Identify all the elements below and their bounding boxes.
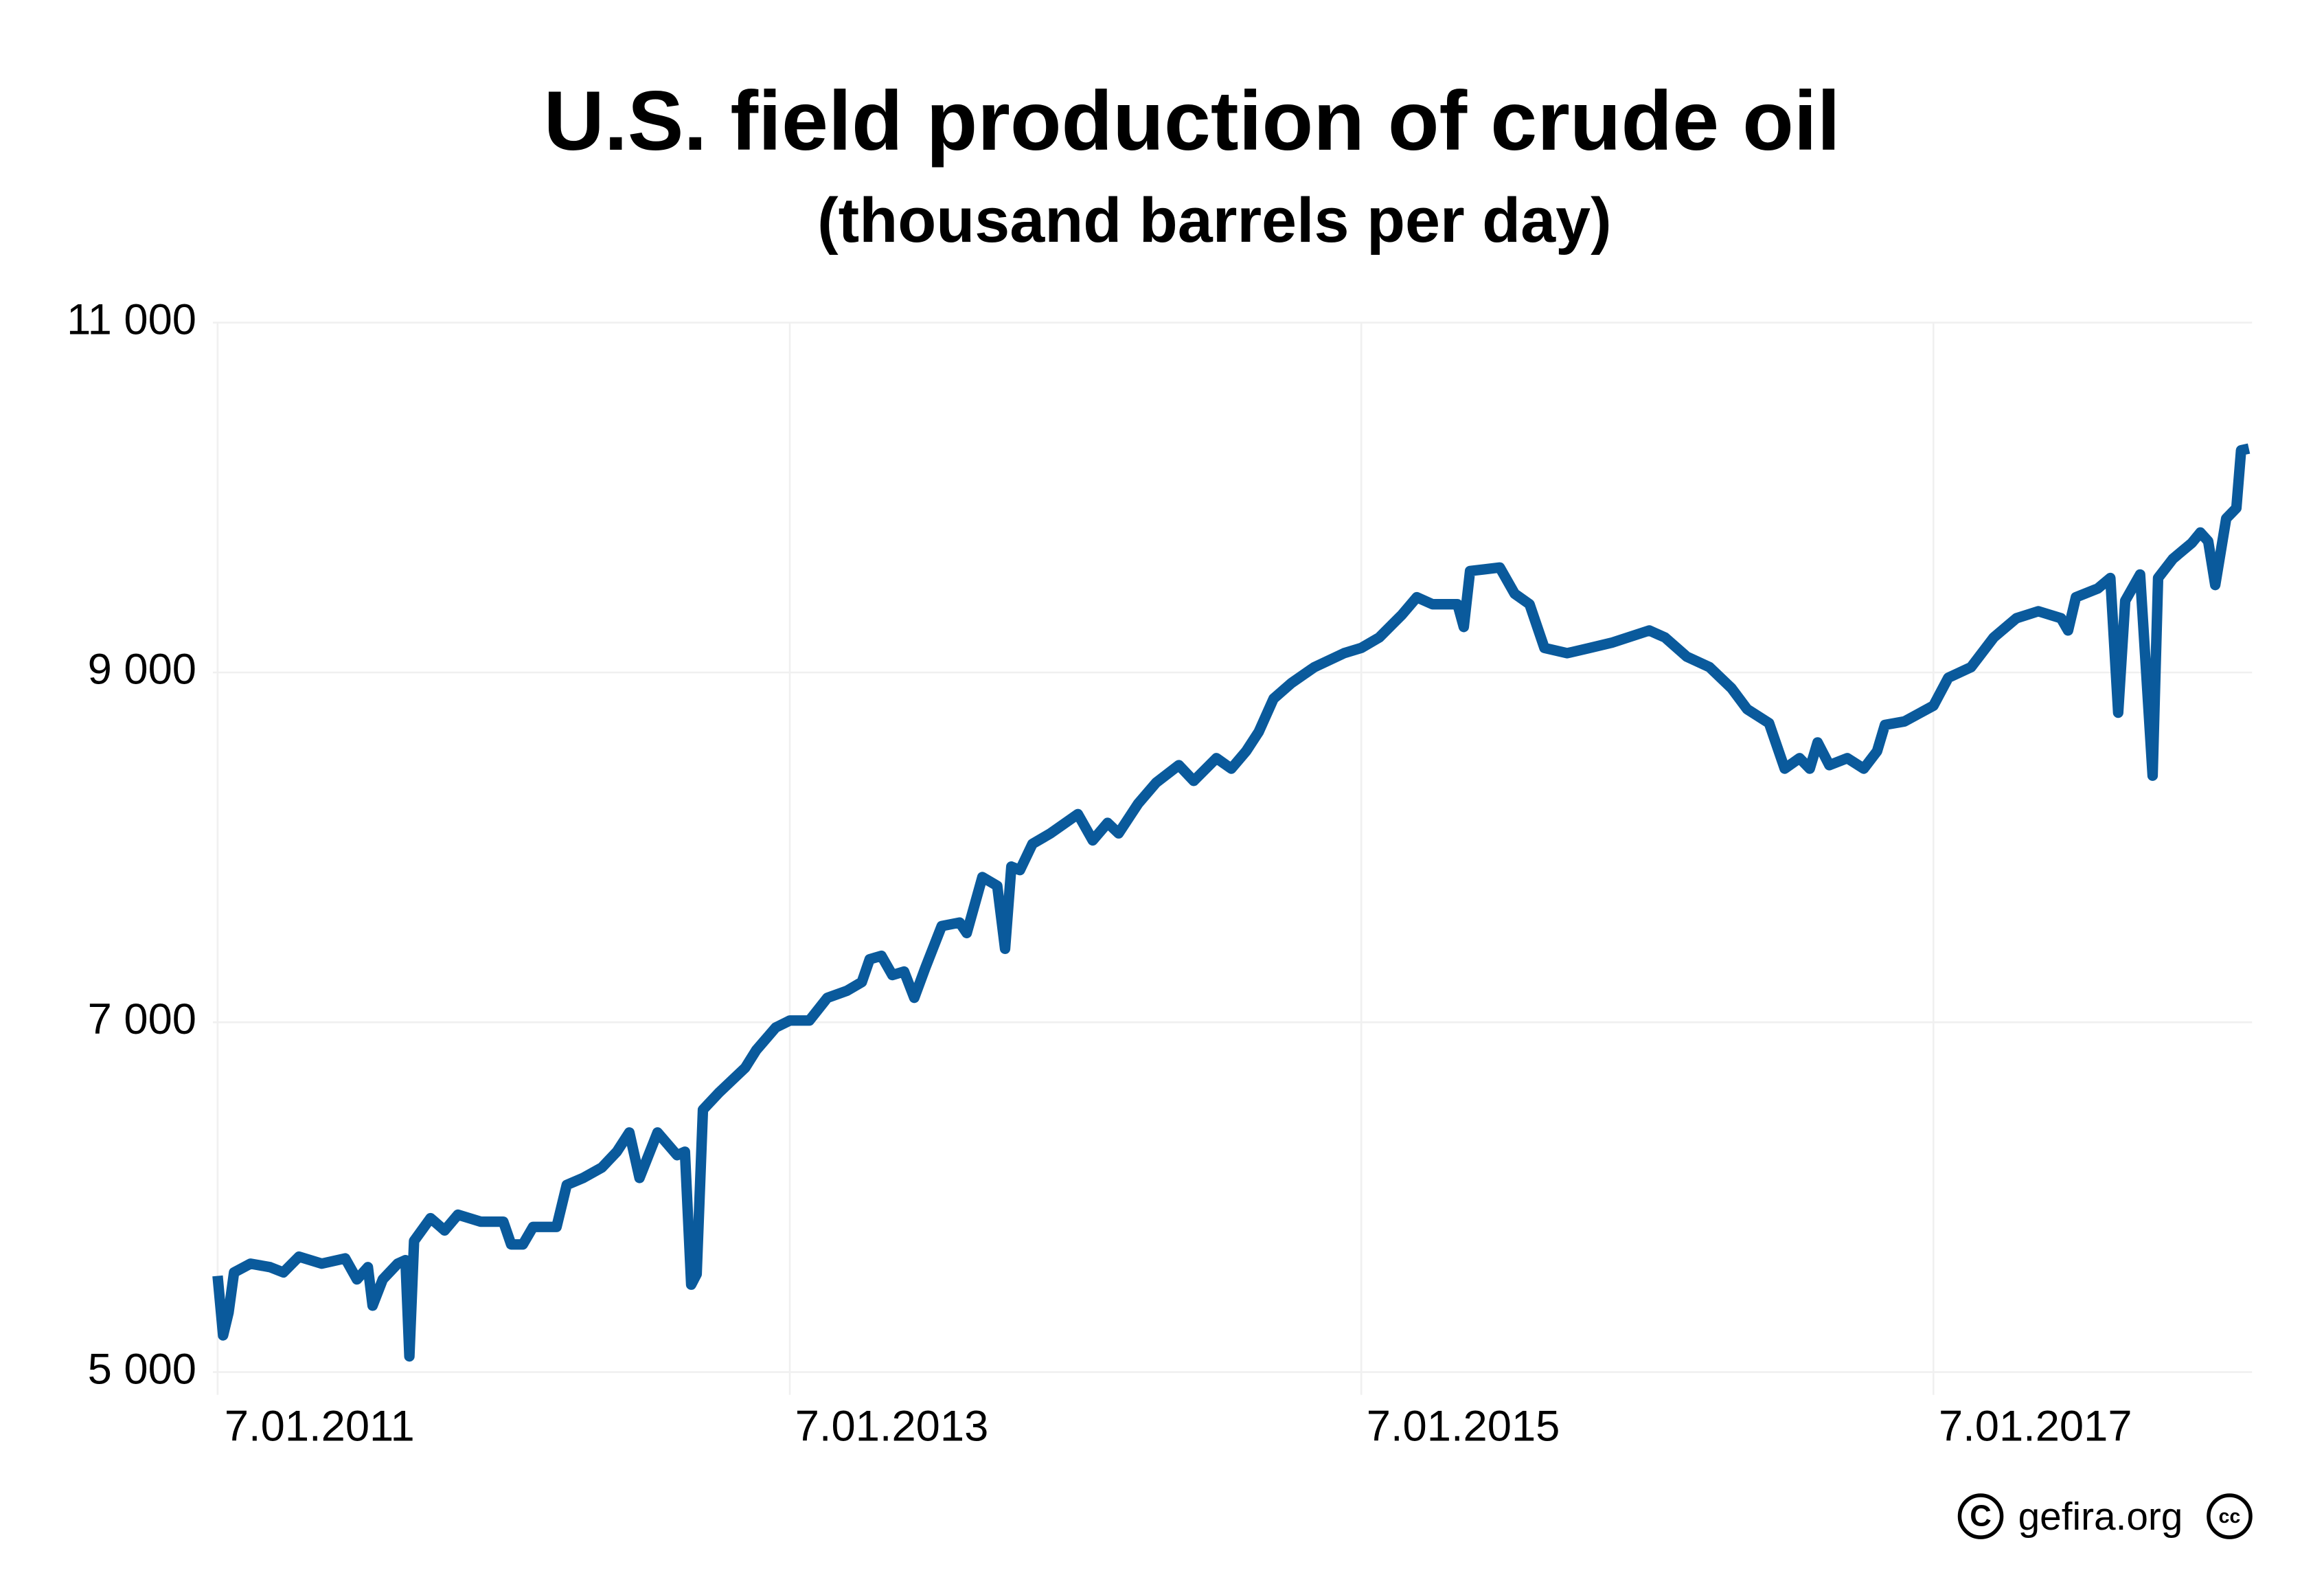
chart-subtitle: (thousand barrels per day) (817, 185, 1612, 256)
x-tick-label: 7.01.2011 (225, 1403, 415, 1451)
copyright-icon: C (1957, 1493, 2004, 1539)
x-tick-label: 7.01.2013 (795, 1403, 989, 1451)
svg-text:C: C (1970, 1499, 1992, 1532)
y-tick-label: 7 000 (88, 995, 196, 1043)
x-tick-label: 7.01.2015 (1367, 1403, 1560, 1451)
svg-text:cc: cc (2219, 1506, 2241, 1528)
source: gefira.org (2018, 1495, 2183, 1539)
x-tick-label: 7.01.2017 (1939, 1403, 2132, 1451)
cc-icon: cc (2207, 1493, 2253, 1539)
data-line (212, 443, 2251, 1362)
y-tick-label: 9 000 (88, 646, 196, 694)
y-tick-label: 11 000 (67, 295, 196, 343)
y-tick-label: 5 000 (88, 1345, 196, 1393)
chart-title: U.S. field production of crude oil (544, 73, 1841, 168)
